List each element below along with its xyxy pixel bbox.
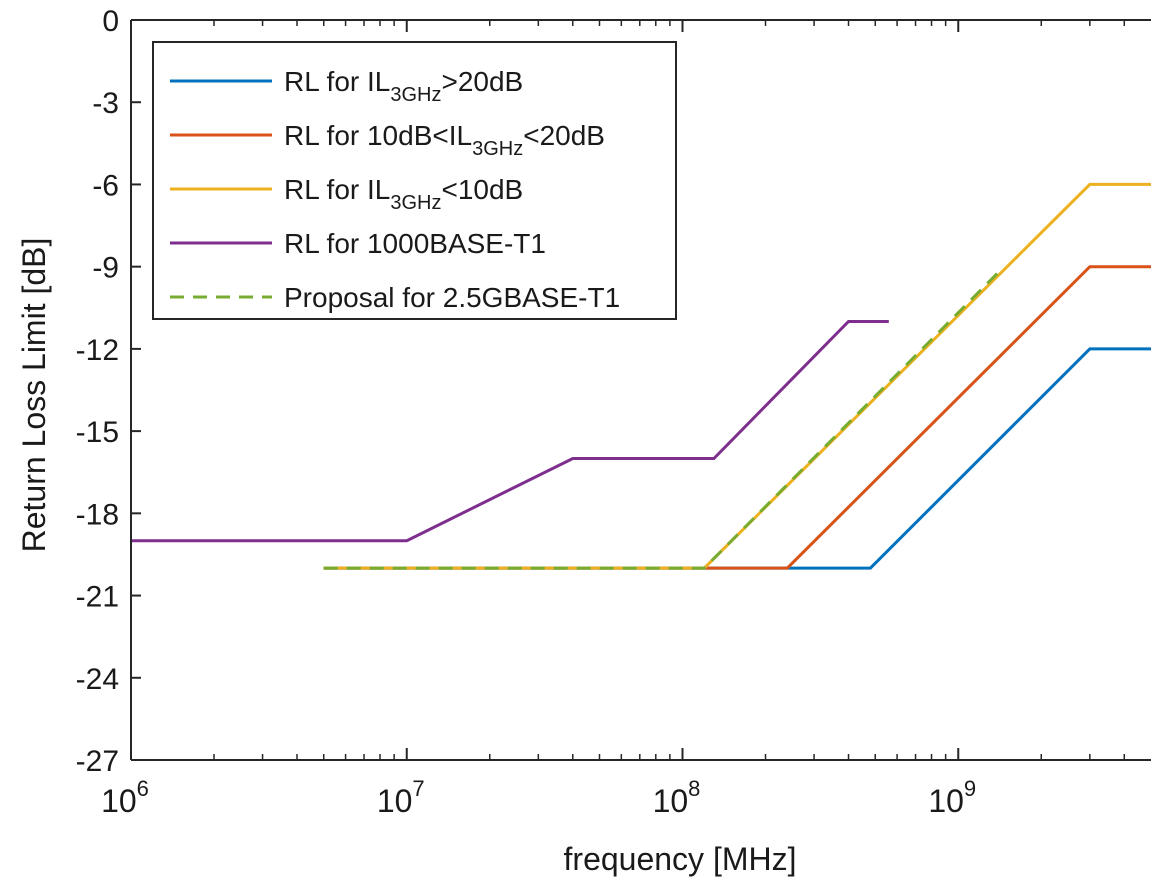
y-tick-label: -21 xyxy=(76,581,119,614)
series-line-5 xyxy=(323,271,1000,570)
y-axis-label: Return Loss Limit [dB] xyxy=(16,238,52,553)
y-tick-label: -18 xyxy=(76,498,119,531)
series-line-4 xyxy=(131,320,889,543)
legend-label-2: RL for 10dB<IL3GHz<20dB xyxy=(284,120,605,160)
x-tick-label: 107 xyxy=(377,776,425,819)
y-tick-label: -9 xyxy=(92,252,119,285)
y-tick-label: -6 xyxy=(92,169,119,202)
legend-label-1: RL for IL3GHz>20dB xyxy=(284,66,523,106)
legend-box xyxy=(152,41,677,320)
y-tick-label: -3 xyxy=(92,87,119,120)
x-tick-label: 109 xyxy=(928,776,976,819)
legend-label-3: RL for IL3GHz<10dB xyxy=(284,174,523,214)
x-axis-label: frequency [MHz] xyxy=(564,841,797,877)
legend-label-5: Proposal for 2.5GBASE-T1 xyxy=(284,282,620,313)
legend: RL for IL3GHz>20dB RL for 10dB<IL3GHz<20d… xyxy=(152,41,677,320)
y-tick-label: -15 xyxy=(76,416,119,449)
y-tick-label: -12 xyxy=(76,334,119,367)
x-tick-label: 108 xyxy=(653,776,701,819)
y-tick-label: 0 xyxy=(102,5,119,38)
x-tick-label: 106 xyxy=(101,776,149,819)
legend-label-4: RL for 1000BASE-T1 xyxy=(284,228,546,259)
y-tick-label: -27 xyxy=(76,745,119,778)
y-tick-label: -24 xyxy=(76,663,119,696)
series-layer xyxy=(131,182,1151,570)
